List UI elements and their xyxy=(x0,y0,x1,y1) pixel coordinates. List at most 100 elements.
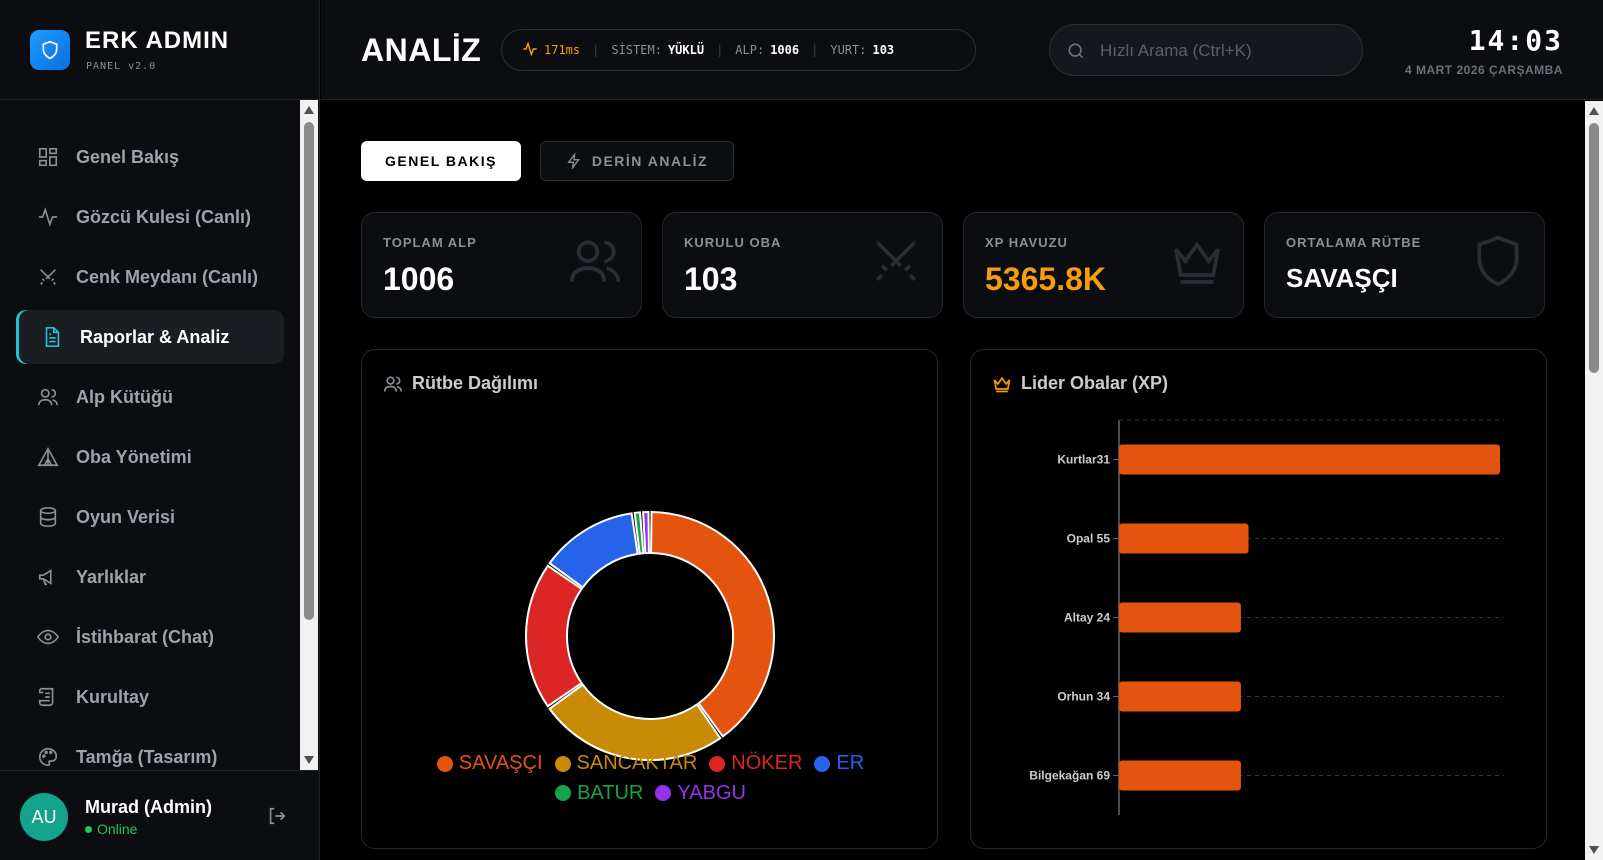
sidebar-item-kurultay[interactable]: Kurultay xyxy=(16,670,284,724)
dashboard-icon xyxy=(36,145,60,169)
panel-title: Lider Obalar (XP) xyxy=(1021,373,1169,393)
search-icon xyxy=(1066,41,1086,61)
sidebar-item-yarliklar[interactable]: Yarlıklar xyxy=(16,550,284,604)
user-panel: AU Murad (Admin) Online xyxy=(0,770,320,860)
yurt-label: YURT: xyxy=(830,43,867,57)
search-input[interactable] xyxy=(1100,37,1350,65)
brand-title: ERK ADMIN xyxy=(85,27,230,54)
sidebar-item-oba-yonetimi[interactable]: Oba Yönetimi xyxy=(16,430,284,484)
donut-slice-sancaktar[interactable] xyxy=(548,683,722,761)
stat-value: SAVAŞÇI xyxy=(1286,263,1398,293)
sidebar-item-istihbarat[interactable]: İstihbarat (Chat) xyxy=(16,610,284,664)
logout-icon[interactable] xyxy=(266,805,290,829)
stat-card-toplam-alp: TOPLAM ALP 1006 xyxy=(361,212,642,318)
sidebar-item-raporlar-analiz[interactable]: Raporlar & Analiz xyxy=(16,310,284,364)
legend-label: SANCAKTAR xyxy=(576,752,698,774)
sidebar-scrollbar[interactable] xyxy=(300,100,318,770)
legend-label: BATUR xyxy=(577,781,644,804)
main-scrollbar[interactable] xyxy=(1585,101,1603,860)
sidebar-item-label: Kurultay xyxy=(76,686,150,707)
scroll-down-arrow-icon[interactable] xyxy=(1589,846,1599,854)
sidebar-item-tamga[interactable]: Tamğa (Tasarım) xyxy=(16,730,284,770)
search-box[interactable] xyxy=(1049,24,1363,76)
legend-label: YABGU xyxy=(677,781,746,804)
sidebar-nav: Genel Bakış Gözcü Kulesi (Canlı) Cenk Me… xyxy=(0,100,300,770)
donut-slice-savaşçi[interactable] xyxy=(650,510,775,738)
legend-item[interactable]: BATUR xyxy=(555,782,643,805)
scroll-down-arrow-icon[interactable] xyxy=(304,756,314,764)
shield-logo-icon xyxy=(30,30,70,70)
users-icon xyxy=(36,385,60,409)
divider: | xyxy=(811,43,819,57)
divider: | xyxy=(592,43,600,57)
user-status: Online xyxy=(85,821,137,837)
users-icon xyxy=(567,233,623,289)
leader-bar-chart: Kurtlar31 Opal 55 Altay 24 Orhun 34 Bilgekağ… xyxy=(1029,419,1504,815)
stat-card-kurulu-oba: KURULU OBA 103 xyxy=(662,212,943,318)
alp-value: 1006 xyxy=(770,43,800,57)
stat-label: ORTALAMA RÜTBE xyxy=(1286,235,1422,250)
bar-altay-24[interactable] xyxy=(1119,602,1241,633)
clock-time: 14:03 xyxy=(1468,24,1563,57)
yurt-value: 103 xyxy=(872,43,895,57)
legend-label: SAVAŞÇI xyxy=(458,752,543,774)
legend-swatch xyxy=(709,755,726,772)
legend-item[interactable]: NÖKER xyxy=(709,752,802,775)
legend-swatch xyxy=(436,755,453,772)
leader-obas-panel: Lider Obalar (XP) Kurtlar31 Opal 55 Altay … xyxy=(970,349,1547,849)
bar-kurtlar31[interactable] xyxy=(1119,444,1500,475)
avatar[interactable]: AU xyxy=(20,793,68,841)
sidebar-item-label: Genel Bakış xyxy=(76,146,180,167)
stat-card-xp-havuzu: XP HAVUZU 5365.8K xyxy=(963,212,1244,318)
activity-icon xyxy=(36,205,60,229)
donut-slice-yabgu[interactable] xyxy=(642,510,650,555)
scrollbar-thumb[interactable] xyxy=(304,122,314,620)
legend-label: NÖKER xyxy=(731,752,803,774)
bar-opal-55[interactable] xyxy=(1119,523,1249,554)
users-icon xyxy=(383,374,403,394)
sidebar-item-alp-kutugu[interactable]: Alp Kütüğü xyxy=(16,370,284,424)
stat-label: KURULU OBA xyxy=(684,235,782,250)
donut-slice-er[interactable] xyxy=(548,512,639,589)
scroll-up-arrow-icon[interactable] xyxy=(304,106,314,114)
bar-bilgekağan-69[interactable] xyxy=(1119,760,1241,791)
tab-genel-bakis[interactable]: GENEL BAKIŞ xyxy=(361,141,521,181)
donut-slice-batur[interactable] xyxy=(633,511,645,555)
header: ANALİZ 171ms | SİSTEM: YÜKLÜ | ALP: 1006… xyxy=(321,0,1603,100)
sidebar-item-label: Oyun Verisi xyxy=(76,506,176,527)
swords-icon xyxy=(868,233,924,289)
scroll-icon xyxy=(36,685,60,709)
legend-item[interactable]: SANCAKTAR xyxy=(554,752,698,775)
scroll-up-arrow-icon[interactable] xyxy=(1589,107,1599,115)
sidebar-item-label: Tamğa (Tasarım) xyxy=(76,746,218,767)
sidebar-item-label: Oba Yönetimi xyxy=(76,446,192,467)
category-label: Kurtlar31 xyxy=(1057,453,1110,467)
legend-item[interactable]: SAVAŞÇI xyxy=(436,752,543,775)
stat-label: XP HAVUZU xyxy=(985,235,1068,250)
pulse-icon xyxy=(522,40,538,60)
stat-value: 1006 xyxy=(383,261,455,297)
category-label: Bilgekağan 69 xyxy=(1029,769,1110,783)
stat-label: TOPLAM ALP xyxy=(383,235,477,250)
eye-icon xyxy=(36,625,60,649)
sidebar-item-gozcu-kulesi[interactable]: Gözcü Kulesi (Canlı) xyxy=(16,190,284,244)
donut-slice-nöker[interactable] xyxy=(525,564,583,708)
clock-date: 4 MART 2026 ÇARŞAMBA xyxy=(1404,63,1563,77)
legend-swatch xyxy=(555,785,572,801)
crown-icon xyxy=(1169,233,1225,289)
stat-value: 5365.8K xyxy=(985,261,1106,297)
page-title: ANALİZ xyxy=(361,32,482,68)
sidebar-item-cenk-meydani[interactable]: Cenk Meydanı (Canlı) xyxy=(16,250,284,304)
bar-orhun-34[interactable] xyxy=(1119,681,1241,712)
legend-item[interactable]: ER xyxy=(814,752,864,775)
sidebar-item-oyun-verisi[interactable]: Oyun Verisi xyxy=(16,490,284,544)
tab-label: DERİN ANALİZ xyxy=(591,153,709,169)
tab-derin-analiz[interactable]: DERİN ANALİZ xyxy=(540,141,734,181)
sidebar-item-genel-bakis[interactable]: Genel Bakış xyxy=(16,130,284,184)
category-label: Opal 55 xyxy=(1067,532,1111,546)
swords-icon xyxy=(36,265,60,289)
legend-item[interactable]: YABGU xyxy=(655,782,746,805)
scrollbar-thumb[interactable] xyxy=(1589,123,1599,373)
legend-swatch xyxy=(655,785,672,801)
sidebar-item-label: Cenk Meydanı (Canlı) xyxy=(76,266,259,287)
